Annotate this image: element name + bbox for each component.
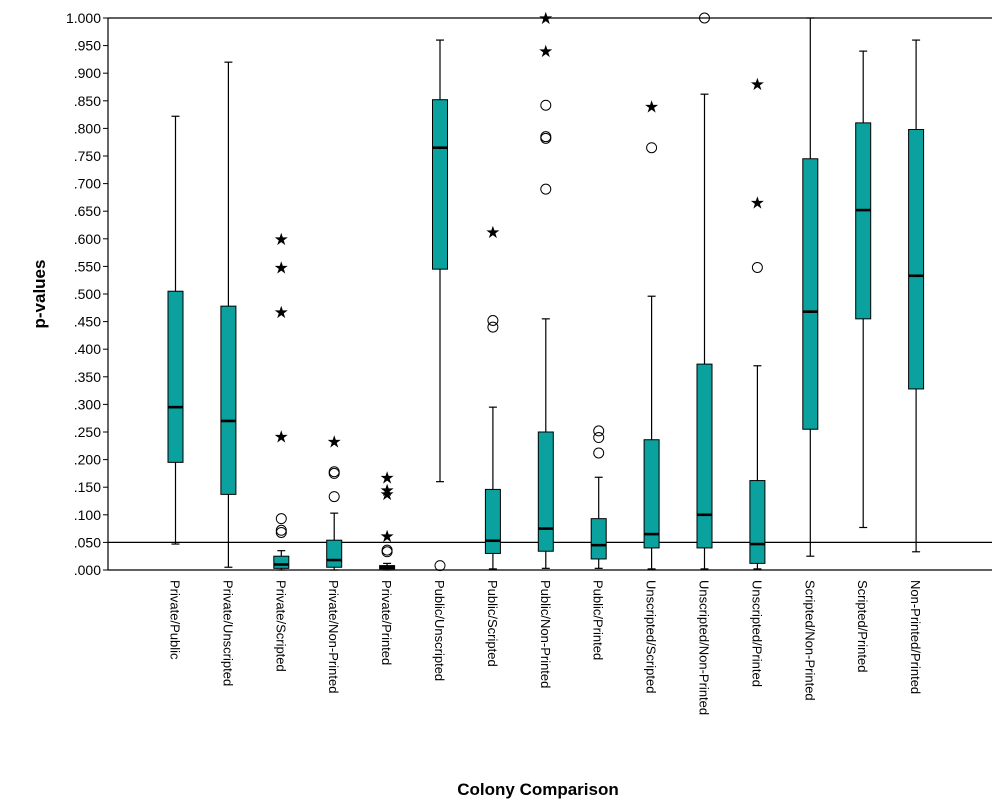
outlier-point <box>540 99 552 111</box>
box <box>220 305 237 495</box>
x-tick-label: Scripted/Non-Printed <box>802 580 817 701</box>
x-axis-title: Colony Comparison <box>457 780 619 799</box>
box <box>802 158 819 430</box>
y-tick-label: .500 <box>74 286 101 302</box>
box <box>590 518 607 560</box>
extreme-point: ★ <box>274 427 289 447</box>
outlier-point <box>275 526 287 538</box>
outlier-point <box>751 262 763 274</box>
extreme-point: ★ <box>750 75 765 95</box>
x-tick-label: Public/Unscripted <box>432 580 447 681</box>
outlier-point <box>434 560 446 572</box>
box <box>855 122 872 320</box>
x-tick-label: Unscripted/Scripted <box>644 580 659 693</box>
extreme-point: ★ <box>274 259 289 279</box>
y-tick-label: 1.000 <box>66 10 101 26</box>
box <box>908 129 925 390</box>
y-tick-label: .050 <box>74 534 101 550</box>
outlier-point <box>593 425 605 437</box>
box <box>273 555 290 569</box>
y-tick-label: .400 <box>74 341 101 357</box>
x-tick-label: Non-Printed/Printed <box>908 580 923 694</box>
extreme-point: ★ <box>379 485 394 505</box>
extreme-point: ★ <box>485 223 500 243</box>
y-tick-label: .750 <box>74 148 101 164</box>
outlier-point <box>593 447 605 459</box>
x-tick-label: Public/Printed <box>591 580 606 660</box>
outlier-point <box>275 524 287 536</box>
extreme-point: ★ <box>274 303 289 323</box>
extreme-point: ★ <box>327 432 342 452</box>
x-tick-label: Private/Unscripted <box>220 580 235 686</box>
y-tick-label: .900 <box>74 65 101 81</box>
outlier-point <box>275 513 287 525</box>
x-tick-label: Public/Non-Printed <box>538 580 553 688</box>
outlier-point <box>593 432 605 444</box>
y-tick-label: .850 <box>74 93 101 109</box>
y-tick-label: .600 <box>74 231 101 247</box>
y-tick-label: .800 <box>74 120 101 136</box>
y-tick-label: .650 <box>74 203 101 219</box>
box <box>326 539 343 568</box>
x-tick-label: Scripted/Printed <box>855 580 870 673</box>
extreme-point: ★ <box>379 481 394 501</box>
y-tick-label: .450 <box>74 314 101 330</box>
outlier-point <box>487 314 499 326</box>
y-tick-label: .150 <box>74 479 101 495</box>
box <box>484 488 501 554</box>
x-tick-label: Private/Scripted <box>273 580 288 672</box>
extreme-point: ★ <box>750 193 765 213</box>
box <box>696 363 713 549</box>
y-tick-label: .200 <box>74 452 101 468</box>
y-tick-label: .300 <box>74 396 101 412</box>
y-tick-label: .000 <box>74 562 101 578</box>
box <box>643 439 660 549</box>
x-tick-label: Unscripted/Printed <box>749 580 764 687</box>
extreme-point: ★ <box>538 9 553 29</box>
box <box>749 480 766 564</box>
outlier-point <box>540 183 552 195</box>
extreme-point: ★ <box>538 42 553 62</box>
x-tick-label: Private/Printed <box>379 580 394 665</box>
y-tick-label: .100 <box>74 507 101 523</box>
extreme-point: ★ <box>379 527 394 547</box>
extreme-point: ★ <box>644 97 659 117</box>
extreme-point: ★ <box>274 230 289 250</box>
y-tick-label: .250 <box>74 424 101 440</box>
outlier-point <box>381 544 393 556</box>
box <box>167 290 184 463</box>
y-tick-label: .700 <box>74 176 101 192</box>
extreme-point: ★ <box>379 468 394 488</box>
y-tick-label: .950 <box>74 38 101 54</box>
box <box>432 99 448 270</box>
outlier-point <box>328 491 340 503</box>
y-axis-title: p-values <box>30 260 49 329</box>
outlier-point <box>487 321 499 333</box>
box <box>537 431 554 552</box>
outlier-point <box>328 466 340 478</box>
y-tick-label: .350 <box>74 369 101 385</box>
x-tick-label: Public/Scripted <box>485 580 500 667</box>
outlier-point <box>646 142 658 154</box>
x-tick-label: Private/Public <box>168 580 183 660</box>
y-tick-label: .550 <box>74 258 101 274</box>
x-tick-label: Private/Non-Printed <box>326 580 341 693</box>
outlier-point <box>699 12 710 24</box>
outlier-point <box>540 131 552 143</box>
x-tick-label: Unscripted/Non-Printed <box>697 580 712 715</box>
